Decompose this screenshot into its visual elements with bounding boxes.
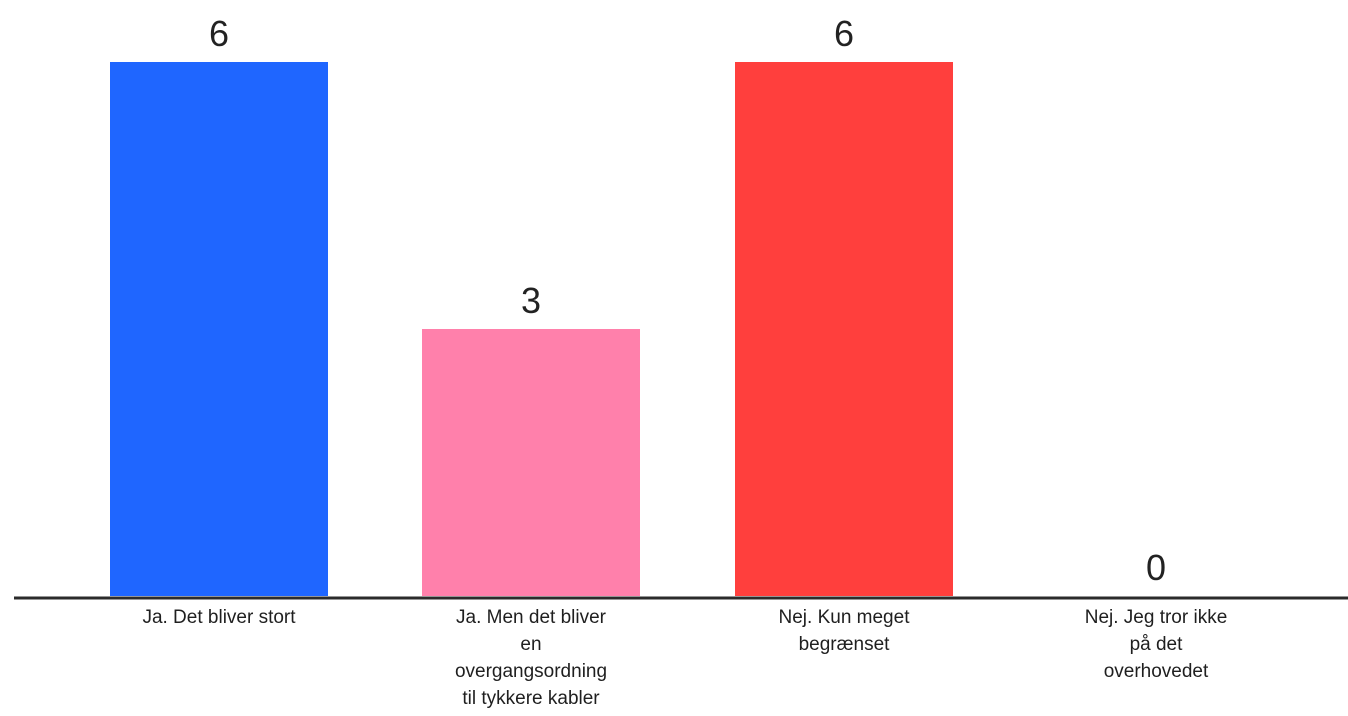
category-label-2-line-2: en bbox=[520, 634, 541, 655]
category-label-4-line-3: overhovedet bbox=[1104, 661, 1209, 682]
category-label-4-line-2: på det bbox=[1130, 634, 1184, 655]
category-label-3-line-2: begrænset bbox=[799, 634, 891, 655]
bar-3 bbox=[735, 62, 953, 596]
category-label-4-line-1: Nej. Jeg tror ikke bbox=[1085, 607, 1228, 628]
bar-value-label-4: 0 bbox=[1146, 547, 1166, 588]
category-label-2-line-3: overgangsordning bbox=[455, 661, 607, 682]
bar-2 bbox=[422, 329, 640, 596]
bar-value-label-1: 6 bbox=[209, 13, 229, 54]
category-label-3-line-1: Nej. Kun meget bbox=[779, 607, 911, 628]
value-labels-layer: 6 3 6 0 bbox=[209, 13, 1166, 588]
bar-value-label-3: 6 bbox=[834, 13, 854, 54]
category-labels-layer: Ja. Det bliver stort Ja. Men det bliver en… bbox=[142, 607, 1227, 709]
category-label-1-line-1: Ja. Det bliver stort bbox=[142, 607, 296, 628]
bar-1 bbox=[110, 62, 328, 596]
bar-value-label-2: 3 bbox=[521, 280, 541, 321]
bars-layer bbox=[110, 62, 953, 596]
category-label-2-line-1: Ja. Men det bliver bbox=[456, 607, 607, 628]
category-label-2-line-4: til tykkere kabler bbox=[462, 688, 600, 709]
